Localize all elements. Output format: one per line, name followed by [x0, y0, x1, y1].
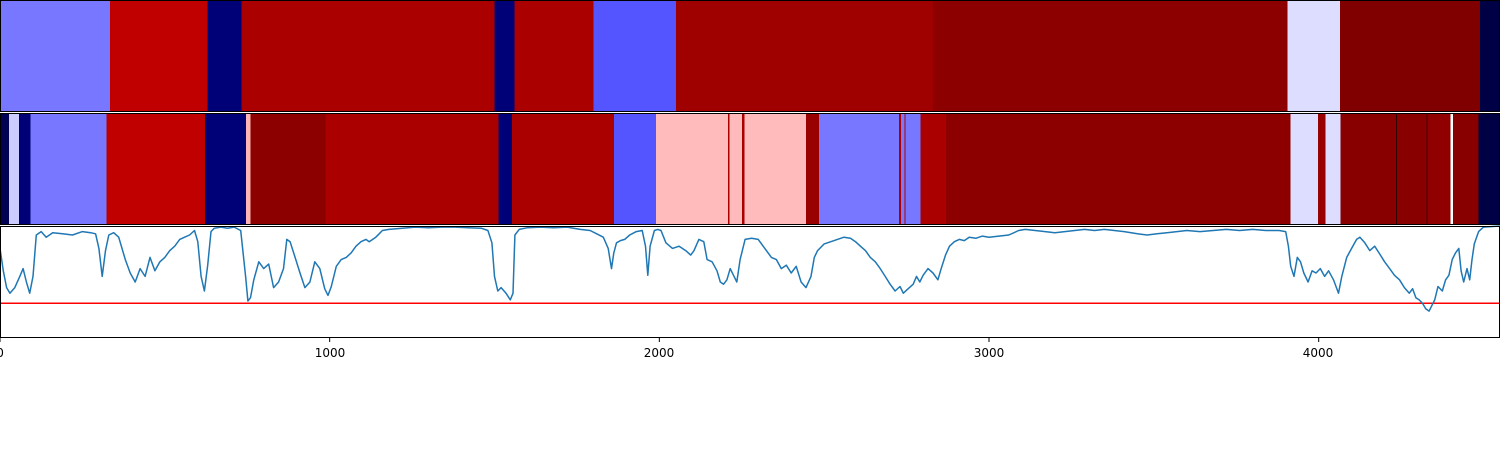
middle-heatmap-segment — [1396, 113, 1427, 225]
middle-heatmap-segment — [325, 113, 499, 225]
middle-heatmap-segment — [656, 113, 728, 225]
x-tick-label-0: 0 — [0, 346, 4, 360]
middle-heatmap-segment — [106, 113, 206, 225]
middle-heatmap-segment — [1325, 113, 1341, 225]
middle-heatmap-segment — [30, 113, 107, 225]
middle-heatmap-segment — [205, 113, 246, 225]
middle-heatmap-segment — [727, 113, 730, 225]
middle-heatmap-segment — [946, 113, 1291, 225]
x-tick-label-4000: 4000 — [1303, 346, 1334, 360]
middle-heatmap-segment — [1395, 113, 1397, 225]
middle-heatmap-segment — [1426, 113, 1428, 225]
x-tick-label-2000: 2000 — [644, 346, 675, 360]
middle-heatmap-segment — [1453, 113, 1479, 225]
top-heatmap-segment — [514, 0, 594, 112]
top-heatmap-segment — [932, 0, 1288, 112]
top-heatmap-segment — [241, 0, 495, 112]
line-plot-panel — [0, 225, 1500, 312]
middle-heatmap-segment — [250, 113, 326, 225]
x-tick-label-3000: 3000 — [974, 346, 1005, 360]
middle-heatmap-segment — [905, 113, 921, 225]
top-heatmap-segment — [1480, 0, 1500, 112]
middle-heatmap-segment — [1290, 113, 1319, 225]
middle-heatmap-segment — [1450, 113, 1454, 225]
top-heatmap-segment — [0, 0, 110, 112]
top-heatmap-segment — [109, 0, 208, 112]
middle-heatmap-segment — [899, 113, 901, 225]
middle-heatmap-segment — [904, 113, 906, 225]
top-heatmap-segment — [593, 0, 676, 112]
middle-heatmap-segment — [19, 113, 31, 225]
middle-heatmap-segment — [0, 113, 10, 225]
middle-heatmap-segment — [9, 113, 20, 225]
middle-heatmap-segment — [1340, 113, 1396, 225]
top-heatmap-strip — [0, 0, 1500, 112]
top-heatmap-segment — [1287, 0, 1341, 112]
middle-heatmap-segment — [245, 113, 251, 225]
top-heatmap-segment — [675, 0, 933, 112]
middle-heatmap-segment — [498, 113, 512, 225]
top-heatmap-segment — [207, 0, 242, 112]
middle-heatmap-strip — [0, 113, 1500, 225]
middle-heatmap-segment — [806, 113, 820, 225]
x-axis: 0 1000 2000 3000 4000 — [0, 338, 1333, 360]
line-panel-frame — [0, 226, 1500, 338]
x-ticks — [0, 338, 1320, 342]
top-heatmap-segment — [1340, 0, 1481, 112]
top-heatmap-segment — [494, 0, 515, 112]
middle-heatmap-segment — [729, 113, 742, 225]
middle-heatmap-segment — [511, 113, 615, 225]
middle-heatmap-segment — [1427, 113, 1451, 225]
middle-heatmap-segment — [900, 113, 905, 225]
middle-heatmap-segment — [819, 113, 900, 225]
x-tick-label-1000: 1000 — [315, 346, 346, 360]
middle-heatmap-segment — [920, 113, 947, 225]
middle-heatmap-segment — [744, 113, 807, 225]
middle-heatmap-segment — [741, 113, 745, 225]
middle-heatmap-segment — [1318, 113, 1326, 225]
middle-heatmap-segment — [1478, 113, 1500, 225]
middle-heatmap-segment — [614, 113, 657, 225]
signal-line — [0, 225, 1500, 312]
